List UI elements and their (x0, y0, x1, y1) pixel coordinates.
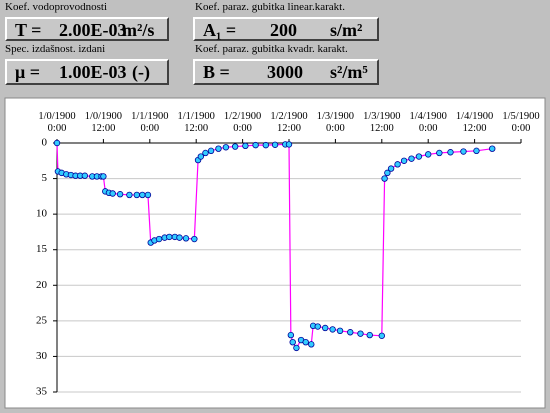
data-point (308, 341, 315, 348)
data-point (347, 329, 354, 336)
param-value: 3000 (267, 62, 303, 82)
data-point (321, 324, 329, 332)
data-point (215, 145, 222, 152)
data-point (425, 151, 432, 158)
data-point (126, 191, 133, 199)
data-point (415, 153, 423, 160)
data-point (182, 235, 190, 242)
param-value: 1.00E-03 (59, 62, 127, 82)
param-label: Spec. izdašnost. izdani (5, 43, 106, 55)
data-point (242, 142, 249, 150)
param-box: B = 3000 s²/m⁵ (193, 59, 379, 85)
y-tick-label: 5 (42, 172, 48, 184)
data-point (202, 149, 209, 157)
data-point (222, 144, 230, 151)
data-point (166, 233, 173, 241)
param-unit: m²/s (122, 20, 155, 40)
data-point (191, 235, 198, 243)
x-tick-label: 1/1/1900 12:00 (177, 111, 215, 134)
data-point (109, 190, 116, 197)
param-symbol: A₁ = (203, 20, 237, 40)
x-tick-label: 1/0/1900 0:00 (38, 111, 76, 134)
data-point (155, 235, 163, 243)
data-point (336, 327, 344, 335)
y-tick-label: 35 (36, 386, 48, 398)
data-point (378, 332, 385, 339)
param-unit: s²/m⁵ (330, 62, 368, 82)
data-point (289, 339, 296, 346)
data-point (271, 141, 279, 148)
data-point (144, 191, 152, 199)
x-tick-label: 1/1/1900 0:00 (131, 111, 169, 134)
param-label: Koef. vodoprovodnosti (5, 1, 108, 13)
data-point (460, 148, 467, 155)
x-tick-label: 1/3/1900 12:00 (363, 111, 401, 134)
data-point (81, 172, 89, 179)
data-point (387, 165, 395, 172)
data-point (357, 330, 364, 337)
param-box: T = 2.00E-03 m²/s (5, 17, 169, 41)
data-point (473, 147, 480, 155)
x-tick-label: 1/0/1900 12:00 (84, 111, 123, 134)
y-tick-label: 30 (36, 350, 48, 362)
param-symbol: B = (203, 62, 230, 82)
data-point (447, 149, 454, 156)
x-tick-label: 1/5/1900 0:00 (502, 111, 540, 134)
data-point (381, 175, 388, 182)
data-point (207, 147, 215, 155)
param-value: 2.00E-03 (59, 20, 127, 40)
data-point (262, 141, 269, 149)
x-tick-label: 1/3/1900 0:00 (316, 111, 355, 134)
x-tick-label: 1/2/1900 12:00 (270, 111, 308, 134)
param-unit: s/m² (330, 20, 363, 40)
data-point (489, 145, 496, 152)
param-symbol: T = (15, 20, 42, 40)
y-tick-label: 10 (36, 208, 48, 220)
data-point (384, 169, 391, 177)
data-point (287, 331, 295, 339)
data-point (116, 191, 124, 198)
data-point (252, 141, 259, 149)
param-value: 200 (270, 20, 297, 40)
data-point (400, 157, 408, 164)
y-tick-label: 0 (42, 137, 48, 149)
param-label: Koef. paraz. gubitka kvadr. karakt. (195, 43, 348, 55)
data-point (285, 141, 293, 148)
data-point (231, 143, 239, 150)
y-tick-label: 25 (36, 314, 48, 326)
param-box: A₁ = 200 s/m² (193, 17, 379, 41)
data-point (197, 153, 205, 160)
param-box: μ = 1.00E-03 (-) (5, 59, 169, 85)
data-point (302, 339, 309, 346)
data-point (366, 331, 373, 339)
data-point (139, 191, 146, 199)
data-point (436, 149, 443, 157)
data-point (329, 326, 336, 333)
param-symbol: μ = (15, 62, 40, 82)
data-point (53, 139, 61, 147)
param-unit: (-) (132, 62, 150, 82)
y-tick-label: 20 (36, 279, 48, 291)
data-point (176, 234, 183, 241)
y-tick-label: 15 (36, 243, 48, 255)
x-tick-label: 1/4/1900 12:00 (455, 111, 494, 134)
data-point (293, 344, 300, 352)
data-point (100, 173, 107, 180)
data-point (314, 323, 321, 330)
param-label: Koef. paraz. gubitka linear.karakt. (195, 1, 345, 13)
data-point (394, 161, 401, 168)
x-tick-label: 1/2/1900 0:00 (223, 111, 262, 134)
data-point (408, 155, 415, 162)
x-tick-label: 1/4/1900 0:00 (409, 111, 447, 134)
data-point (133, 191, 141, 199)
